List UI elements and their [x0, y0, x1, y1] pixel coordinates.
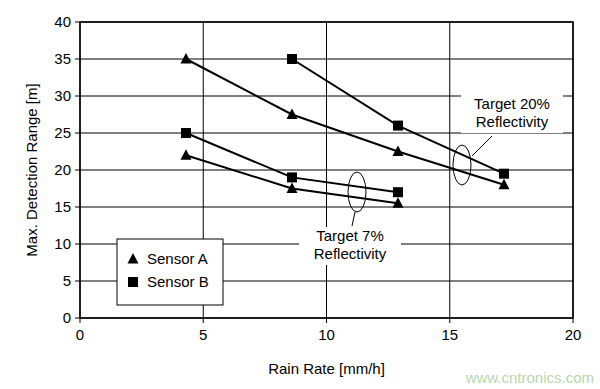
y-tick-label: 15 [54, 198, 71, 215]
annotation-ellipse [348, 172, 366, 212]
chart: 0 5 10 15 20 0 5 10 15 20 25 30 35 40 Rain Rate [mm/h]… [0, 0, 600, 389]
y-tick-label: 40 [54, 13, 71, 30]
x-tick-label: 10 [318, 326, 335, 343]
data-point [286, 183, 297, 194]
y-tick-label: 30 [54, 87, 71, 104]
annotation-leader [472, 136, 492, 156]
data-point [180, 149, 191, 160]
annotation-text: Target 20% [474, 95, 550, 112]
data-point [498, 179, 509, 190]
x-tick-label: 0 [76, 326, 84, 343]
data-point [392, 146, 403, 157]
annotation-text: Reflectivity [314, 245, 387, 262]
y-tick-label: 10 [54, 235, 71, 252]
y-tick-label: 25 [54, 124, 71, 141]
data-point [393, 121, 403, 131]
annotation-ellipse [453, 145, 471, 185]
data-point [393, 187, 403, 197]
y-tick-label: 20 [54, 161, 71, 178]
annotation-background [299, 227, 401, 265]
x-axis-label: Rain Rate [mm/h] [268, 360, 385, 377]
x-tick-label: 20 [565, 326, 582, 343]
y-tick-label: 5 [63, 272, 71, 289]
annotation-background [461, 95, 563, 133]
legend: Sensor A Sensor B [117, 239, 223, 305]
y-tick-label: 35 [54, 50, 71, 67]
chart-container: 0 5 10 15 20 0 5 10 15 20 25 30 35 40 Rain Rate [mm/h]… [0, 0, 600, 389]
data-point [287, 54, 297, 64]
data-point [392, 197, 403, 208]
annotation-text: Reflectivity [476, 113, 549, 130]
data-point [181, 128, 191, 138]
data-point [499, 169, 509, 179]
data-point [286, 109, 297, 120]
legend-marker [128, 277, 138, 287]
watermark: www.cntronics.com [465, 369, 594, 386]
series-line [186, 59, 504, 185]
series-group [180, 53, 509, 208]
legend-label: Sensor B [147, 273, 209, 290]
legend-marker [128, 253, 139, 264]
x-tick-label: 15 [441, 326, 458, 343]
y-axis-label: Max. Detection Range [m] [23, 83, 40, 256]
data-point [180, 53, 191, 64]
plot-background [80, 22, 573, 318]
y-grid-line [80, 207, 573, 208]
y-tick-label: 0 [63, 309, 71, 326]
y-grid-line [80, 59, 573, 60]
legend-label: Sensor A [147, 250, 208, 267]
data-point [287, 172, 297, 182]
x-tick-label: 5 [199, 326, 207, 343]
series-line [186, 133, 398, 192]
plot-frame [80, 22, 573, 318]
annotation-text: Target 7% [316, 227, 384, 244]
annotation-leader [352, 212, 355, 226]
legend-box [117, 239, 223, 305]
